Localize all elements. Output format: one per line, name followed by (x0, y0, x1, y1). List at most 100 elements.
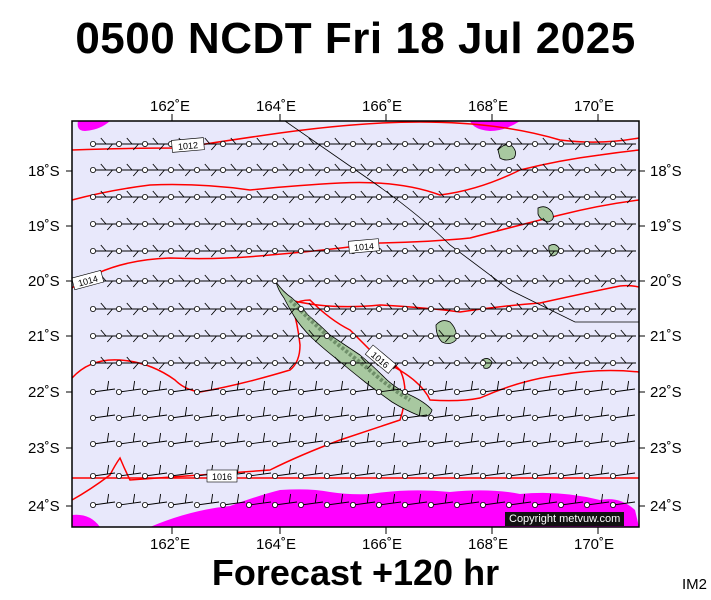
wind-station (141, 414, 148, 421)
wind-station (323, 359, 330, 366)
wind-barb (560, 464, 584, 477)
wind-barb (587, 356, 610, 370)
wind-station (90, 193, 97, 200)
wind-station (219, 359, 226, 366)
wind-station (90, 220, 97, 227)
wind-barb (92, 432, 116, 445)
wind-barb (456, 406, 480, 419)
wind-station (427, 359, 434, 366)
wind-barb (431, 329, 454, 343)
wind-station (401, 472, 408, 479)
wind-barb (327, 163, 350, 177)
wind-barb (405, 244, 428, 258)
wind-barb (222, 406, 246, 419)
wind-station (505, 388, 512, 395)
ouvea-island (497, 144, 516, 161)
ocean-background (72, 121, 639, 527)
wind-station (427, 388, 434, 395)
wind-station (584, 388, 591, 395)
wind-station (401, 166, 408, 173)
wind-station (193, 440, 200, 447)
lat-label-left: 19˚S (28, 218, 60, 235)
wind-barb (404, 406, 428, 419)
wind-barb (509, 329, 532, 343)
wind-barb (482, 406, 506, 419)
wind-station (219, 440, 226, 447)
wind-station (116, 388, 123, 395)
wind-station (401, 193, 408, 200)
boundary-line-1 (284, 120, 639, 323)
wind-station (193, 388, 200, 395)
wind-barb (405, 274, 428, 288)
wind-station (245, 166, 252, 173)
wind-barb (483, 302, 506, 316)
wind-barb (93, 356, 116, 370)
wind-barb (561, 244, 584, 258)
wind-barb (509, 356, 532, 370)
wind-barb (353, 137, 376, 151)
wind-station (219, 388, 226, 395)
wind-station (90, 332, 97, 339)
wind-barb (405, 217, 428, 231)
wind-station (505, 414, 512, 421)
isobar-label: 1014 (71, 269, 105, 291)
wind-station (375, 501, 382, 508)
wind-barb (301, 356, 324, 370)
wind-station (610, 220, 617, 227)
wind-barb (586, 406, 610, 419)
wind-barb (170, 432, 194, 445)
wind-station (479, 359, 486, 366)
wind-barb (274, 406, 298, 419)
wind-barb (587, 190, 610, 204)
wind-station (219, 247, 226, 254)
wind-station (90, 305, 97, 312)
wind-barb (197, 356, 220, 370)
axis-ticks (66, 114, 645, 534)
lat-label-left: 21˚S (28, 328, 60, 345)
wind-barb (404, 464, 428, 477)
wind-barb (405, 302, 428, 316)
wind-station (558, 140, 565, 147)
wind-barb (405, 356, 428, 370)
wind-barb (379, 274, 402, 288)
wind-station (505, 440, 512, 447)
wind-station (584, 414, 591, 421)
wind-station (297, 332, 304, 339)
wind-station (505, 501, 512, 508)
tiga-island (548, 244, 560, 257)
wind-barb (457, 274, 480, 288)
wind-barb (508, 464, 532, 477)
wind-station (610, 193, 617, 200)
wind-barb (301, 163, 324, 177)
wind-station (505, 332, 512, 339)
wind-station (558, 166, 565, 173)
lifou-island (537, 206, 554, 223)
wind-barb (170, 380, 194, 393)
wind-barb (430, 432, 454, 445)
wind-station (245, 193, 252, 200)
wind-barb (534, 493, 558, 506)
wind-barb (508, 493, 532, 506)
wind-barb (327, 329, 350, 343)
wind-station (558, 247, 565, 254)
wind-station (245, 140, 252, 147)
lon-label-top: 164˚E (256, 98, 297, 115)
wind-station (141, 305, 148, 312)
wind-barb (587, 274, 610, 288)
wind-station (427, 220, 434, 227)
wind-station (193, 166, 200, 173)
wind-barb (353, 302, 376, 316)
wind-station (193, 277, 200, 284)
wind-barb (223, 244, 246, 258)
lat-label-right: 20˚S (650, 273, 682, 290)
wind-barb (378, 380, 402, 393)
wind-barb (352, 493, 376, 506)
wind-barb (508, 380, 532, 393)
wind-station (219, 166, 226, 173)
wind-barb (509, 302, 532, 316)
wind-station (610, 277, 617, 284)
wind-barb (171, 217, 194, 231)
wind-barb (93, 137, 116, 151)
wind-station (141, 193, 148, 200)
wind-station (558, 359, 565, 366)
